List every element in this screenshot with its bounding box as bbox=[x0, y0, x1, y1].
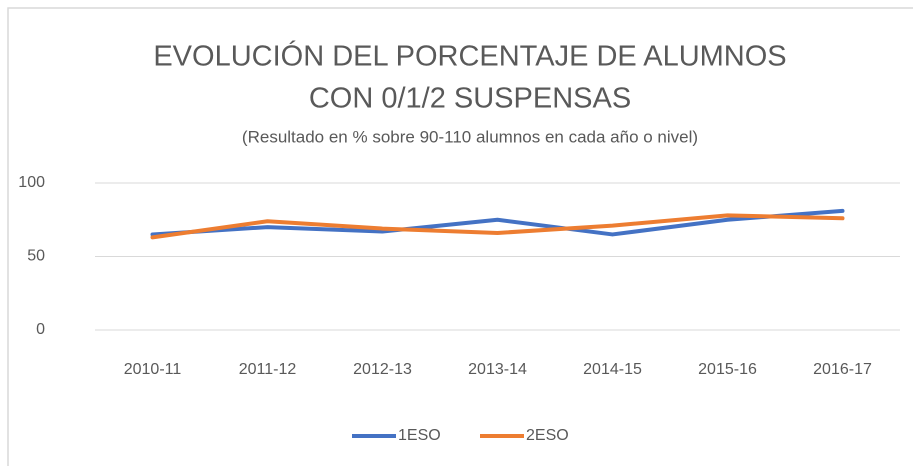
x-tick-label: 2016-17 bbox=[813, 361, 872, 378]
legend-label: 1ESO bbox=[398, 427, 441, 444]
legend-label: 2ESO bbox=[526, 427, 569, 444]
series-line bbox=[150, 208, 845, 237]
y-tick-label: 0 bbox=[36, 321, 45, 338]
x-tick-label: 2010-11 bbox=[124, 361, 182, 378]
x-tick-label: 2012-13 bbox=[353, 361, 412, 378]
y-tick-label: 100 bbox=[18, 174, 45, 191]
chart-subtitle: (Resultado en % sobre 90-110 alumnos en … bbox=[242, 127, 698, 146]
x-tick-label: 2015-16 bbox=[698, 361, 757, 378]
series-line bbox=[150, 213, 845, 240]
chart-frame bbox=[7, 7, 913, 466]
x-tick-label: 2011-12 bbox=[239, 361, 297, 378]
x-tick-label: 2014-15 bbox=[583, 361, 642, 378]
y-tick-label: 50 bbox=[27, 248, 45, 265]
chart-title: CON 0/1/2 SUSPENSAS bbox=[309, 83, 631, 115]
x-tick-label: 2013-14 bbox=[468, 361, 527, 378]
chart-title: EVOLUCIÓN DEL PORCENTAJE DE ALUMNOS bbox=[153, 40, 786, 73]
